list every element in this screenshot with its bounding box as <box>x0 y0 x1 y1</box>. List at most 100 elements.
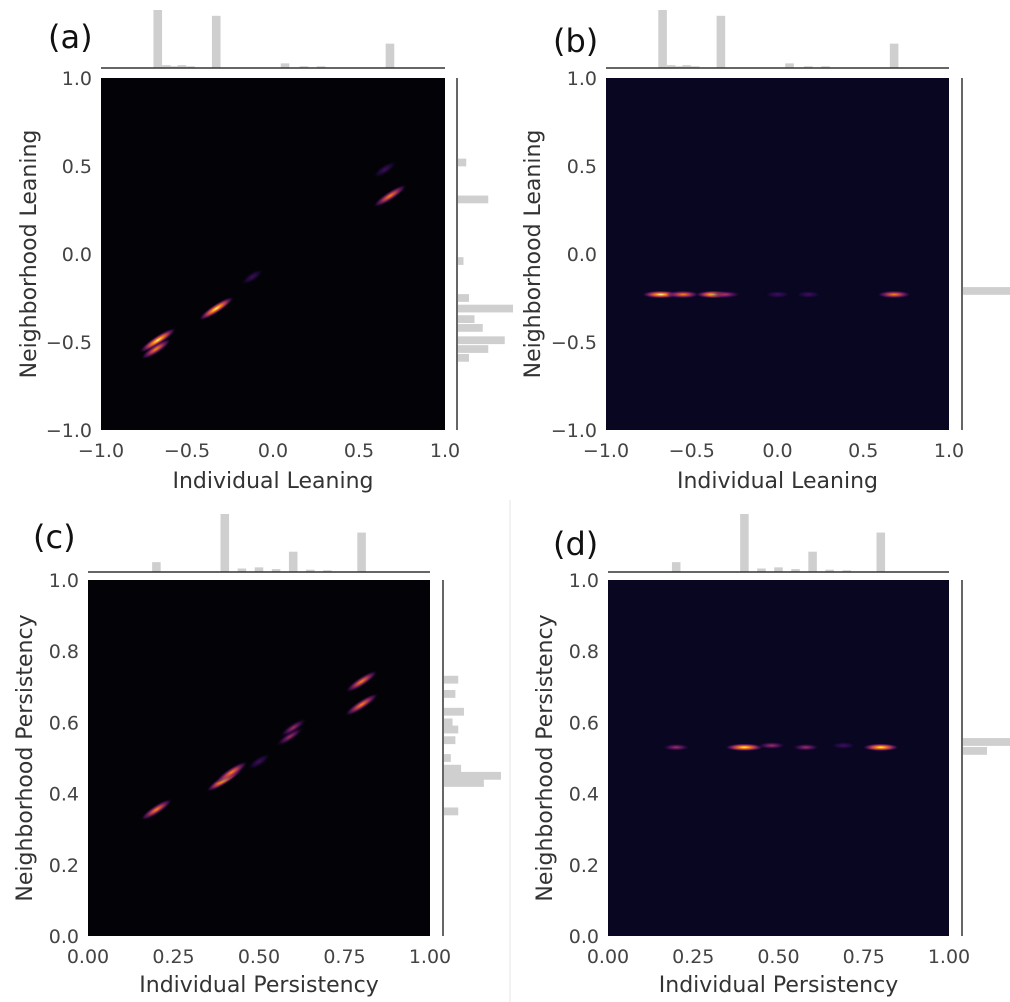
y-tick-label: 0.0 <box>569 926 599 948</box>
x-tick-label: −1.0 <box>78 440 124 462</box>
density-cluster <box>345 670 378 693</box>
y-tick-label: 0.2 <box>49 855 79 877</box>
marginal-x-bar <box>804 66 813 68</box>
marginal-x-bar <box>306 569 315 572</box>
marginal-x-bar <box>842 570 851 572</box>
marginal-x-bar <box>316 66 326 68</box>
marginal-x-bar <box>716 15 726 69</box>
marginal-y-bar <box>963 287 1010 295</box>
y-tick-label: 0.4 <box>569 784 599 806</box>
marginal-y-bar <box>458 195 489 204</box>
marginal-y-bar <box>444 736 456 745</box>
marginal-x-bar <box>323 570 332 572</box>
x-tick-label: 1.00 <box>928 946 970 968</box>
panel-1: (a) −1.0 −0.5 0.0 0.5 1.0 −1.0 −0.5 0.0 0.5 1.0 Ind… <box>17 10 513 494</box>
marginal-x-bar <box>889 43 899 68</box>
density-cluster <box>756 741 788 750</box>
density-cluster <box>215 761 248 784</box>
x-axis-label: Individual Leaning <box>677 469 878 494</box>
y-tick-label: 0.4 <box>49 784 79 806</box>
y-tick-label: 0.0 <box>62 244 92 266</box>
x-tick-label: 0.5 <box>344 440 374 462</box>
density-cluster <box>139 327 177 353</box>
marginal-x-bar <box>876 532 886 572</box>
density-cluster <box>241 268 264 285</box>
marginal-y-bar <box>444 764 462 773</box>
marginal-y-bar <box>963 738 1010 746</box>
y-tick-label: 0.6 <box>569 712 599 734</box>
marginal-x-bar <box>271 569 281 572</box>
marginal-x-bar <box>177 65 187 68</box>
y-tick-label: 0.2 <box>569 855 599 877</box>
marginal-y-bar <box>444 718 453 727</box>
marginal-y-bar <box>458 324 483 332</box>
x-tick-label: −0.5 <box>669 440 715 462</box>
marginal-y-bar <box>444 807 459 816</box>
density-cluster <box>763 290 792 299</box>
marginal-x-bar <box>254 567 264 572</box>
x-tick-label: 0.75 <box>323 946 365 968</box>
marginal-x-bar <box>671 562 681 572</box>
marginal-y-bar <box>458 315 475 323</box>
plot-area <box>608 580 949 936</box>
panel-label: (d) <box>553 525 598 563</box>
x-tick-label: 1.0 <box>934 440 964 462</box>
y-tick-label: 1.0 <box>62 68 92 90</box>
y-tick-label: −0.5 <box>46 332 92 354</box>
marginal-x-histogram <box>608 514 949 573</box>
density-cluster <box>275 726 305 747</box>
density-cluster <box>829 741 857 750</box>
panel-2: (b) −1.0 −0.5 0.0 0.5 1.0 −1.0 −0.5 0.0 0.5 1.0 Ind… <box>521 10 1010 494</box>
y-axis-label: Neighborhood Persistency <box>13 614 38 901</box>
marginal-x-bar <box>757 568 766 572</box>
y-tick-label: 0.5 <box>62 156 92 178</box>
marginal-y-histogram <box>456 78 513 430</box>
x-tick-label: 0.0 <box>258 440 288 462</box>
marginal-y-bar <box>444 725 459 734</box>
density-layer <box>661 741 900 752</box>
marginal-x-bar <box>162 65 171 68</box>
x-tick-label: −1.0 <box>583 440 629 462</box>
y-tick-label: 1.0 <box>49 570 79 592</box>
marginal-x-histogram <box>101 10 445 69</box>
x-tick-label: 0.5 <box>848 440 878 462</box>
marginal-y-histogram <box>961 580 1010 936</box>
density-layer <box>140 670 379 821</box>
panel-4: (d) 0.0 0.2 0.4 0.6 0.8 1.0 0.00 0.25 0.50 0.75 1.0… <box>533 514 1010 998</box>
density-cluster <box>198 296 235 321</box>
marginal-y-bar <box>444 779 484 787</box>
x-tick-label: 0.0 <box>762 440 792 462</box>
marginal-x-bar <box>785 63 794 68</box>
y-tick-label: 0.8 <box>569 641 599 663</box>
x-axis-label: Individual Persistency <box>139 973 378 998</box>
panel-label: (a) <box>48 18 93 56</box>
marginal-x-bar <box>152 562 161 572</box>
density-cluster <box>344 693 379 717</box>
marginal-y-histogram <box>961 78 1010 430</box>
x-tick-label: 0.25 <box>152 946 194 968</box>
panel-label: (b) <box>553 22 598 60</box>
marginal-x-bar <box>280 63 290 68</box>
density-cluster <box>876 290 912 299</box>
density-layer <box>139 161 407 360</box>
x-tick-label: 1.0 <box>430 440 460 462</box>
x-axis-label: Individual Leaning <box>173 469 374 494</box>
density-cluster <box>140 798 173 821</box>
y-tick-label: 1.0 <box>569 570 599 592</box>
marginal-y-bar <box>458 257 464 265</box>
marginal-x-bar <box>220 514 230 572</box>
marginal-x-bar <box>673 66 683 68</box>
y-tick-label: −1.0 <box>46 420 92 442</box>
marginal-y-bar <box>444 754 451 762</box>
x-tick-label: 1.00 <box>409 946 451 968</box>
marginal-x-bar <box>237 568 247 572</box>
x-tick-label: 0.50 <box>757 946 799 968</box>
marginal-x-bar <box>825 569 834 572</box>
density-cluster <box>666 290 700 299</box>
marginal-x-bar <box>186 66 195 68</box>
marginal-y-bar <box>444 771 501 780</box>
y-tick-label: −0.5 <box>551 332 597 354</box>
marginal-y-bar <box>458 304 513 313</box>
marginal-x-bar <box>690 66 700 68</box>
y-axis-label: Neighborhood Leaning <box>521 130 546 379</box>
